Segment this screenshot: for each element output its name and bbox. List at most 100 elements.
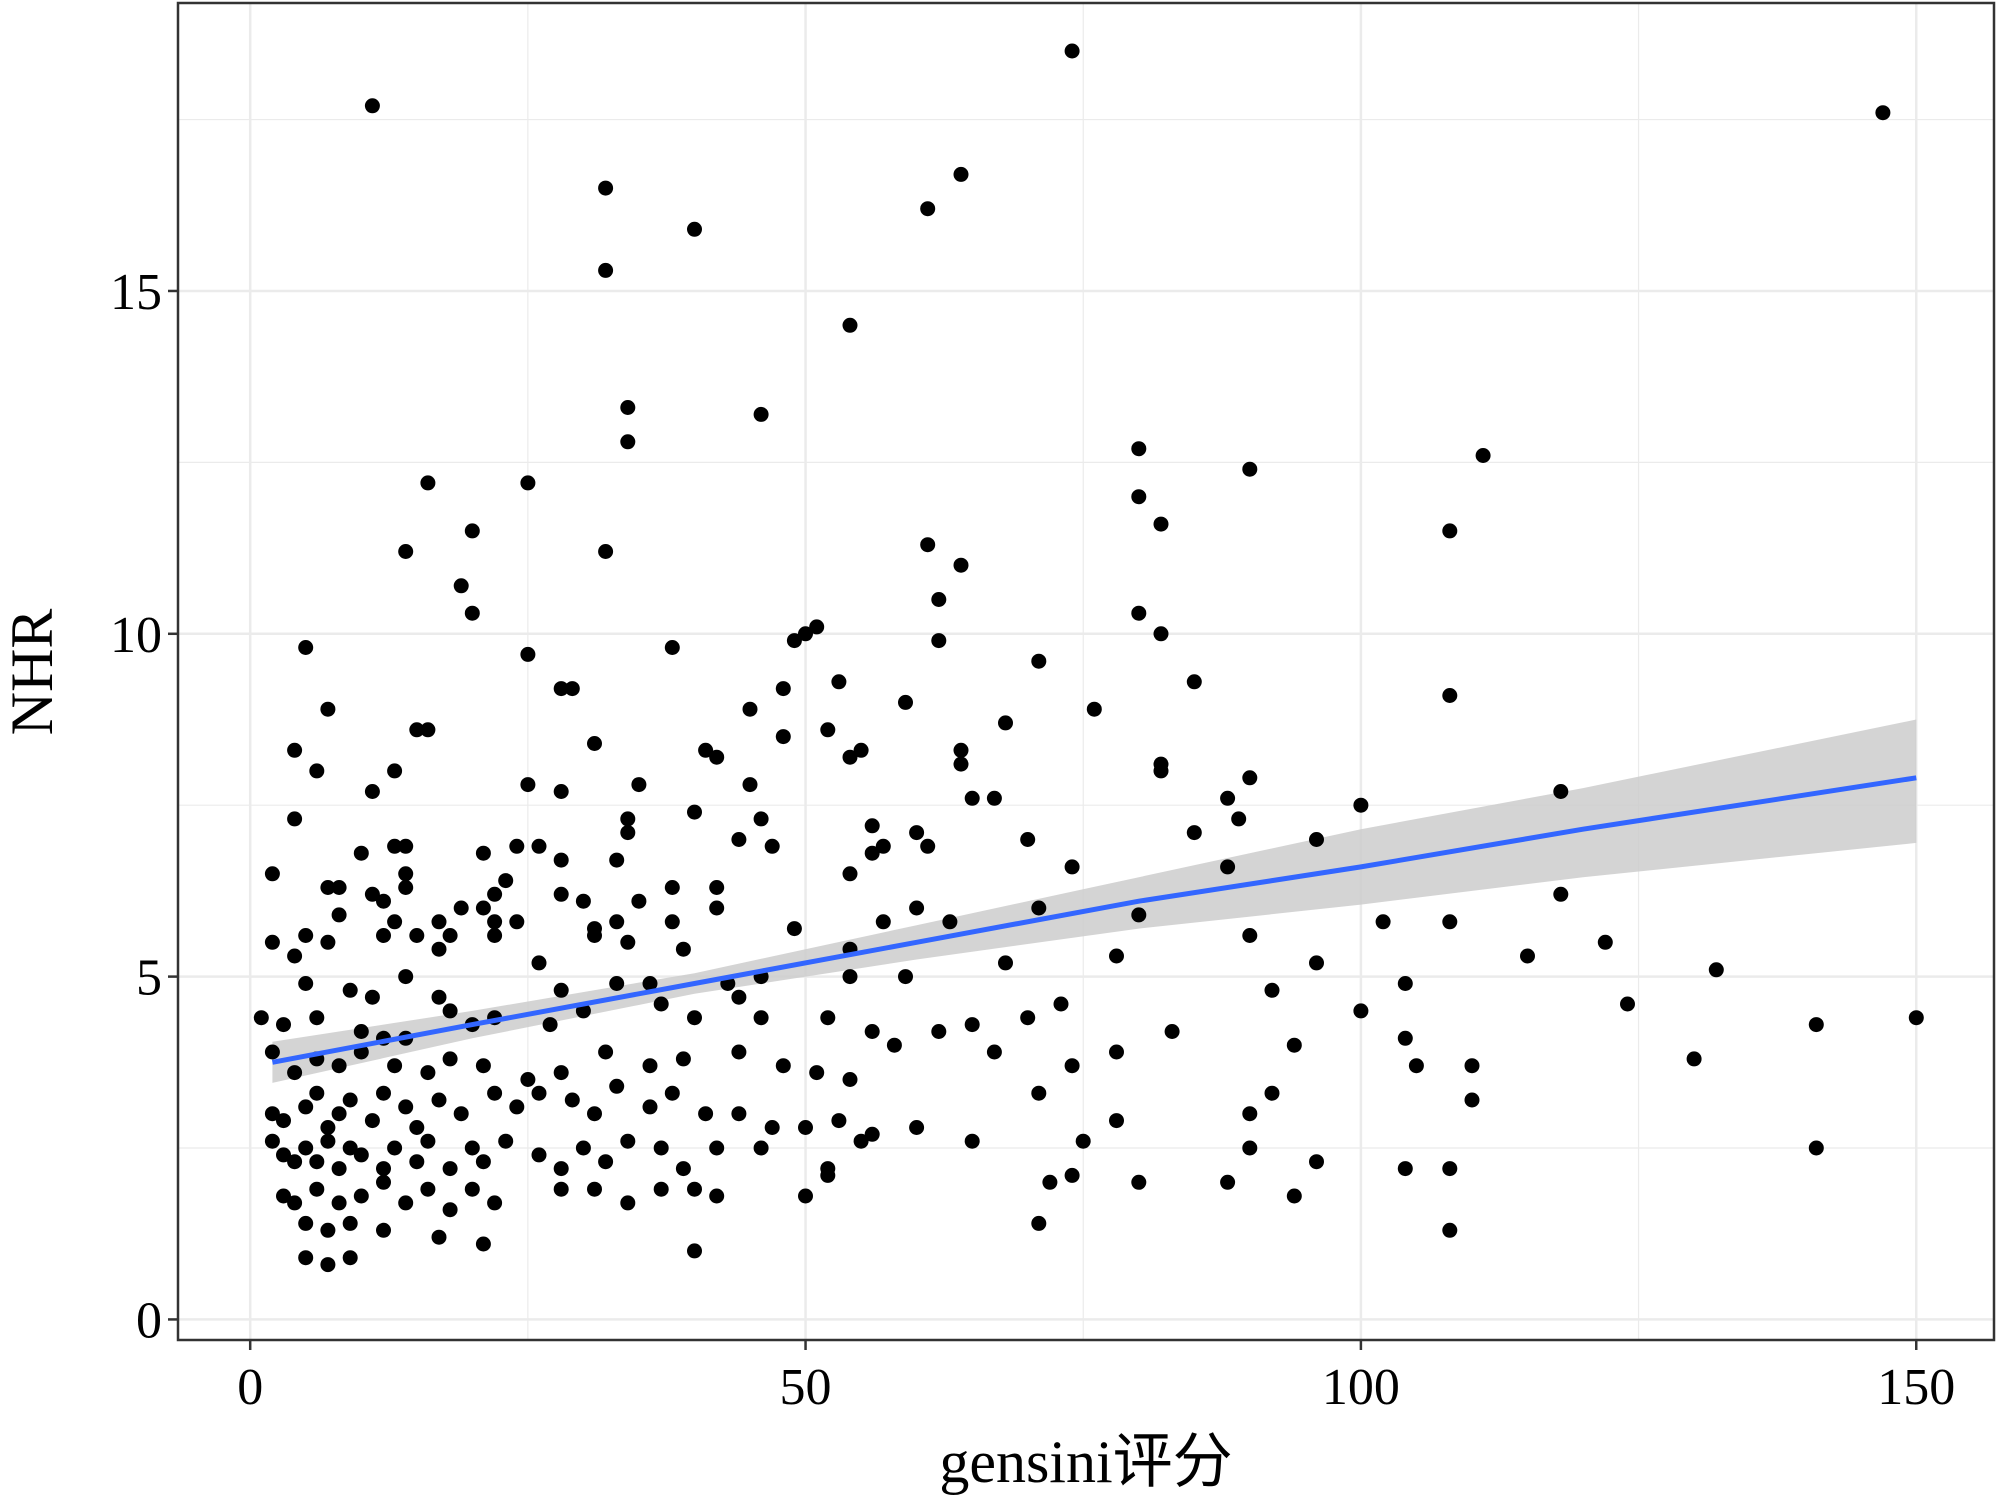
data-point — [886, 1037, 902, 1053]
data-point — [1520, 948, 1535, 964]
data-point — [709, 900, 725, 916]
data-point — [1131, 907, 1147, 923]
data-point — [487, 1195, 503, 1211]
data-point — [653, 1181, 669, 1197]
regression-line — [271, 775, 1917, 1065]
data-point — [276, 1113, 291, 1129]
axis-ticks — [168, 289, 1918, 1350]
data-point — [853, 742, 869, 758]
data-point — [320, 1120, 336, 1135]
data-point — [1242, 461, 1258, 477]
data-point — [376, 928, 391, 943]
data-point — [442, 1161, 458, 1177]
data-point — [531, 838, 547, 854]
data-point — [1031, 653, 1047, 669]
data-point — [875, 838, 891, 854]
data-point — [1353, 1003, 1369, 1019]
data-point — [1109, 1113, 1124, 1129]
data-point — [609, 852, 625, 868]
data-point — [298, 928, 314, 943]
data-point — [364, 784, 380, 799]
y-tick-label: 10 — [110, 607, 162, 664]
data-point — [764, 838, 780, 854]
data-point — [342, 1140, 358, 1156]
data-point — [453, 1106, 469, 1122]
data-point — [298, 1140, 314, 1156]
x-tick-label: 100 — [1322, 1359, 1400, 1416]
data-point — [1186, 825, 1202, 841]
data-point — [864, 1024, 880, 1039]
data-point — [775, 681, 791, 697]
data-point — [1286, 1037, 1302, 1053]
data-point — [653, 1140, 669, 1156]
data-point — [498, 873, 514, 889]
data-point — [920, 838, 936, 854]
data-point — [1164, 1024, 1180, 1039]
panel-border — [176, 1, 1996, 1342]
data-point — [609, 976, 625, 991]
data-point — [909, 900, 925, 916]
data-point — [376, 893, 391, 909]
data-point — [664, 640, 680, 655]
data-point — [1109, 1044, 1124, 1060]
data-point — [864, 818, 880, 834]
data-point — [1053, 996, 1069, 1012]
data-point — [387, 1058, 403, 1074]
data-point — [998, 715, 1013, 731]
data-point — [1231, 811, 1247, 827]
data-point — [387, 838, 403, 854]
data-point — [587, 1181, 602, 1197]
data-point — [642, 1058, 658, 1074]
data-point — [387, 763, 403, 779]
data-point — [464, 523, 480, 539]
data-point — [1086, 701, 1102, 717]
tick-labels: 0 50 100 150 0 5 10 15 — [110, 264, 1955, 1416]
data-point — [598, 180, 614, 196]
data-point — [731, 1044, 747, 1060]
data-point — [553, 1181, 569, 1197]
data-point — [742, 701, 758, 717]
data-point — [475, 1154, 491, 1170]
data-point — [376, 1174, 391, 1190]
data-point — [653, 996, 669, 1012]
data-point — [1220, 790, 1236, 806]
data-point — [364, 1113, 380, 1129]
data-point — [531, 1085, 547, 1101]
data-point — [1442, 1222, 1458, 1238]
data-point — [1064, 1058, 1080, 1074]
data-point — [1875, 105, 1891, 121]
data-point — [1686, 1051, 1702, 1067]
data-point — [442, 928, 458, 943]
data-point — [664, 880, 680, 895]
data-point — [709, 1140, 725, 1156]
data-point — [264, 1044, 280, 1060]
data-point — [698, 1106, 714, 1122]
data-point — [1464, 1092, 1480, 1108]
data-point — [742, 777, 758, 793]
data-point — [1186, 674, 1202, 690]
data-point — [498, 1133, 514, 1149]
data-point — [1442, 523, 1458, 539]
data-point — [442, 1051, 458, 1067]
data-point — [331, 1161, 347, 1177]
data-point — [731, 1106, 747, 1122]
data-point — [675, 1161, 691, 1177]
data-point — [487, 914, 503, 930]
data-point — [309, 1085, 325, 1101]
data-point — [909, 1120, 925, 1135]
data-point — [964, 790, 980, 806]
data-point — [1286, 1188, 1302, 1204]
data-point — [620, 400, 636, 415]
data-point — [287, 1195, 303, 1211]
data-point — [553, 1161, 569, 1177]
data-point — [398, 969, 414, 985]
data-point — [1153, 516, 1169, 532]
data-point — [509, 914, 525, 930]
data-point — [331, 880, 347, 895]
data-point — [431, 1092, 447, 1108]
data-point — [1309, 832, 1324, 847]
data-point — [687, 1181, 702, 1197]
data-point — [442, 1202, 458, 1218]
data-point — [1242, 928, 1258, 943]
data-point — [920, 201, 936, 217]
